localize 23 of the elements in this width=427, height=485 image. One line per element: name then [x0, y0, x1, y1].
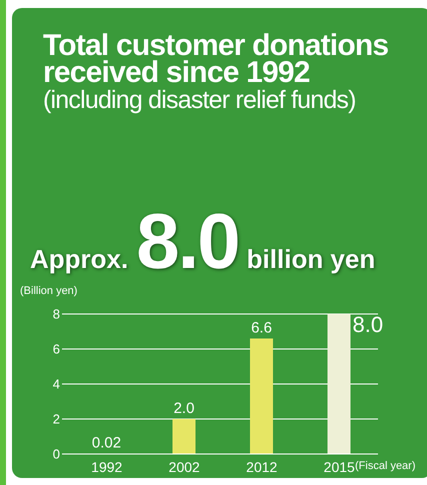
bar: [328, 314, 350, 454]
chart-title: Total customer donations received since 1992: [43, 29, 390, 89]
y-tick-label: 6: [52, 342, 60, 357]
bar: [172, 419, 196, 454]
x-tick-label: 1992: [91, 458, 123, 475]
y-tick-label: 4: [52, 376, 60, 392]
x-tick-label: 2012: [246, 458, 278, 475]
y-tick-label: 2: [52, 412, 60, 427]
text: 8.0: [136, 196, 239, 287]
data-label: 8.0: [352, 312, 384, 337]
x-tick-label: 2002: [168, 458, 200, 475]
y-tick-label: 8: [52, 306, 60, 322]
y-axis-title: (Billion yen): [20, 285, 78, 297]
y-tick-label: 0: [52, 446, 60, 462]
data-label: 2.0: [174, 400, 194, 417]
text: Approx.: [30, 244, 128, 275]
chart-subtitle: (including disaster relief funds): [43, 86, 357, 114]
data-label: 6.6: [251, 320, 272, 336]
text: billion yen: [246, 244, 376, 275]
x-tick-label: 2015: [324, 458, 356, 475]
x-axis-title: (Fiscal year): [355, 460, 416, 472]
bar: [250, 338, 273, 454]
data-label: 0.02: [92, 434, 122, 452]
